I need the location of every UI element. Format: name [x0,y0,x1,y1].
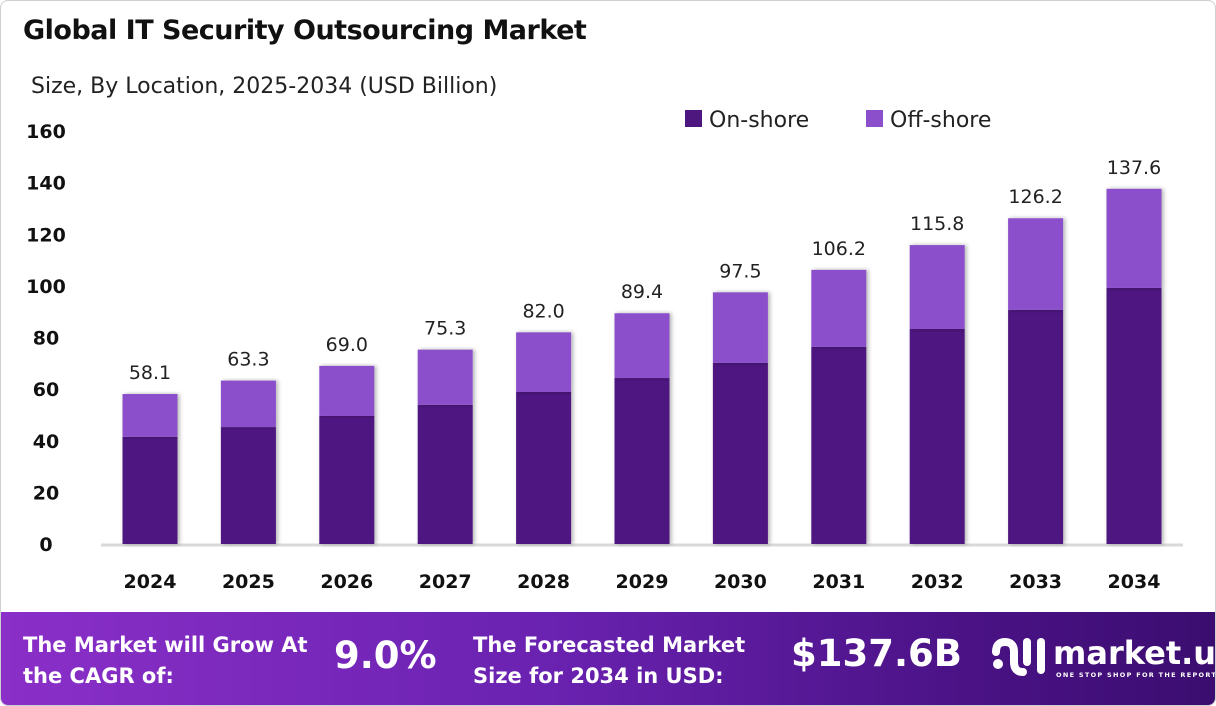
bar-off-shore-2025 [220,380,276,428]
x-tick-label: 2033 [1009,571,1062,593]
x-tick-label: 2028 [517,571,570,593]
y-tick-label: 40 [33,431,59,453]
y-tick-label: 20 [33,482,59,504]
y-tick-label: 120 [26,224,66,246]
bar-off-shore-2031 [811,269,867,347]
forecast-value: $137.6B [791,632,962,675]
data-label-total: 137.6 [1107,157,1161,179]
y-tick-label: 0 [39,534,52,556]
x-tick-label: 2032 [911,571,964,593]
y-tick-label: 160 [26,121,66,143]
chart-area: 0 20 40 60 80 100 120 140 160 58.1 2024 63.3 2025 69.… [26,108,1183,593]
data-label-total: 75.3 [424,318,466,340]
bar-off-shore-2026 [319,365,375,416]
y-tick-label: 100 [26,276,66,298]
cagr-label: The Market will Grow At the CAGR of: [23,633,308,688]
y-tick-label: 80 [33,328,59,350]
bar-on-shore-2028 [516,391,572,544]
data-label-total: 115.8 [910,213,964,235]
bar-off-shore-2024 [122,394,178,437]
x-tick-label: 2025 [222,571,275,593]
market-us-logo-icon [992,637,1045,676]
bar-off-shore-2030 [712,292,768,363]
bar-on-shore-2024 [122,436,178,544]
bar-off-shore-2028 [516,332,572,392]
data-label-total: 69.0 [326,334,368,356]
data-label-total: 106.2 [812,238,866,260]
x-tick-label: 2031 [812,571,865,593]
bar-off-shore-2029 [614,313,670,379]
legend-label-on-shore: On-shore [709,108,809,133]
x-tick-label: 2030 [714,571,767,593]
x-tick-label: 2026 [320,571,373,593]
bar-on-shore-2025 [220,427,276,544]
x-tick-label: 2034 [1108,571,1161,593]
bar-on-shore-2027 [417,404,473,544]
bar-on-shore-2026 [319,415,375,544]
bar-off-shore-2033 [1008,218,1064,310]
data-label-total: 89.4 [621,281,663,303]
legend-swatch-off-shore [866,110,883,127]
chart-title: Global IT Security Outsourcing Market [23,15,587,46]
data-label-total: 63.3 [227,349,269,371]
chart-subtitle: Size, By Location, 2025-2034 (USD Billio… [31,74,498,99]
bar-off-shore-2034 [1106,188,1162,288]
bar-on-shore-2031 [811,346,867,544]
data-label-total: 82.0 [522,300,564,322]
y-tick-label: 60 [33,379,59,401]
logo-name: market.us [1053,634,1216,672]
data-label-total: 126.2 [1008,186,1062,208]
bar-on-shore-2034 [1106,287,1162,544]
bar-on-shore-2029 [614,378,670,544]
bar-off-shore-2027 [417,349,473,405]
logo-tagline: ONE STOP SHOP FOR THE REPORTS [1056,671,1216,679]
legend-swatch-on-shore [685,110,702,127]
bar-on-shore-2033 [1008,309,1064,544]
data-label-total: 58.1 [129,362,171,384]
forecast-label: The Forecasted Market Size for 2034 in U… [473,633,746,688]
cagr-value: 9.0% [334,634,437,677]
data-label-total: 97.5 [719,260,761,282]
bar-on-shore-2030 [712,362,768,544]
x-tick-label: 2029 [616,571,669,593]
x-tick-label: 2027 [419,571,472,593]
legend-label-off-shore: Off-shore [890,108,991,133]
y-tick-label: 140 [26,173,66,195]
x-tick-label: 2024 [124,571,177,593]
bar-off-shore-2032 [909,245,965,329]
footer-banner: The Market will Grow At the CAGR of: 9.0… [1,612,1216,705]
bar-on-shore-2032 [909,328,965,544]
